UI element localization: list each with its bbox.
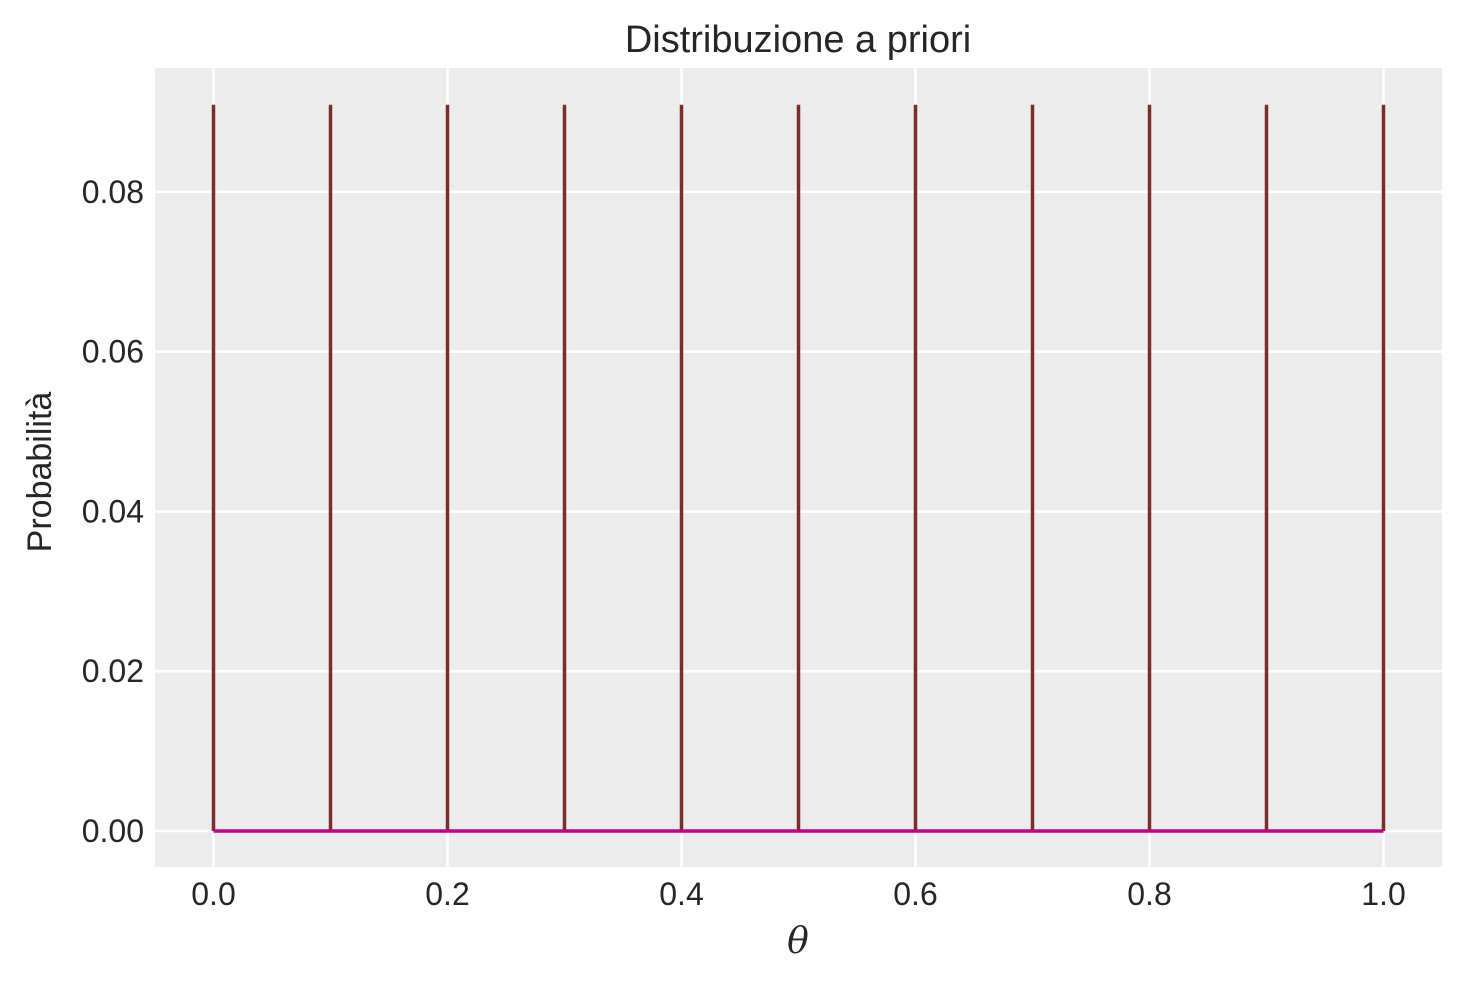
chart-title: Distribuzione a priori — [625, 19, 971, 61]
stems — [211, 104, 1386, 832]
x-tick-label: 0.2 — [425, 876, 469, 912]
y-tick-label: 0.04 — [82, 493, 144, 529]
y-tick-label: 0.02 — [82, 653, 144, 689]
x-tick-label: 0.0 — [191, 876, 235, 912]
x-axis-label: θ — [787, 921, 809, 962]
x-tick-label: 1.0 — [1361, 876, 1405, 912]
y-axis-label: Probabilità — [21, 392, 59, 553]
x-tick-label: 0.6 — [893, 876, 937, 912]
y-tick-label: 0.00 — [82, 813, 144, 849]
x-tick-labels: 0.0 0.2 0.4 0.6 0.8 1.0 — [191, 876, 1405, 912]
x-tick-label: 0.8 — [1127, 876, 1171, 912]
y-tick-label: 0.06 — [82, 334, 144, 370]
y-tick-labels: 0.00 0.02 0.04 0.06 0.08 — [82, 174, 144, 849]
x-tick-label: 0.4 — [659, 876, 703, 912]
y-tick-label: 0.08 — [82, 174, 144, 210]
